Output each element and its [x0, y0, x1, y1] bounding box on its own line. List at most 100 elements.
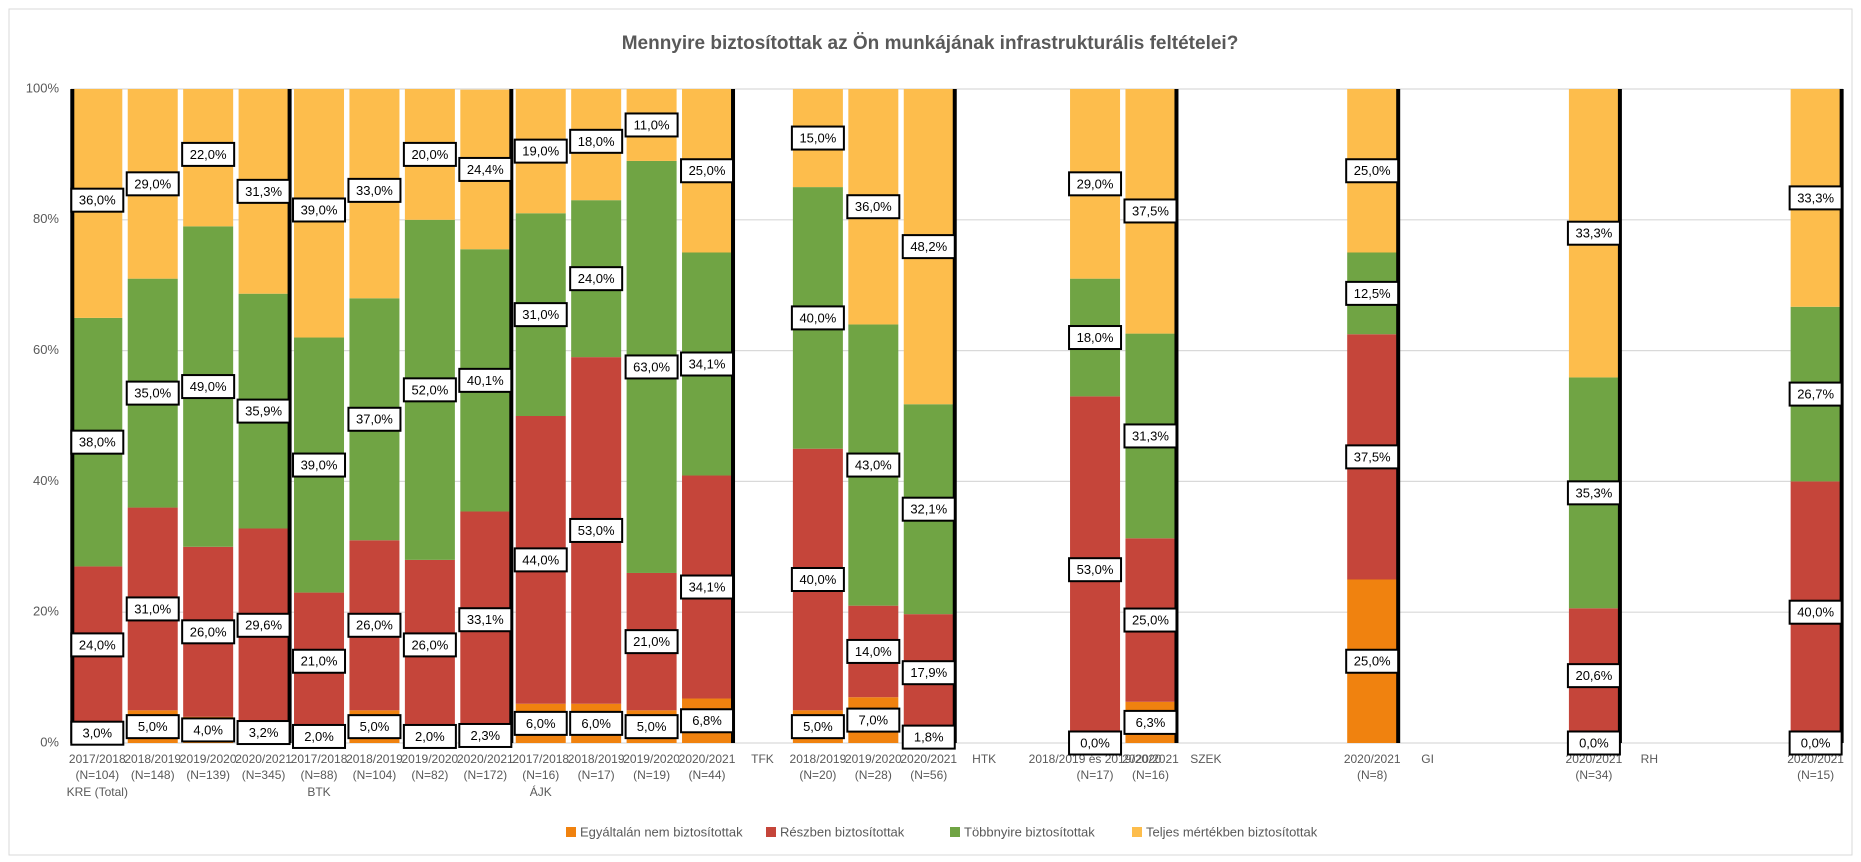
- value-label-box: [624, 629, 679, 655]
- value-label-box: [1123, 709, 1178, 735]
- x-tick-label: (N=16): [1132, 768, 1169, 782]
- value-label: 35,3%: [1575, 485, 1612, 500]
- value-label: 40,0%: [1797, 605, 1834, 620]
- x-tick-label: (N=16): [522, 768, 559, 782]
- y-tick-label: 100%: [26, 80, 60, 95]
- value-label: 34,1%: [689, 356, 726, 371]
- x-tick-label: KRE (Total): [67, 785, 128, 799]
- value-label-box: [125, 171, 180, 197]
- value-label: 40,1%: [467, 373, 504, 388]
- x-tick-label: 2019/2020: [180, 752, 237, 766]
- value-label-box: [236, 178, 291, 204]
- value-label-box: [292, 452, 347, 478]
- value-label-box: [181, 141, 236, 167]
- value-label-box: [790, 567, 845, 592]
- x-tick-label: TFK: [751, 752, 774, 766]
- value-label-box: [1068, 325, 1123, 351]
- value-label-box: [569, 128, 624, 154]
- x-tick-label: 2017/2018: [291, 752, 348, 766]
- value-label-box: [236, 612, 291, 638]
- x-tick-label: GI: [1421, 752, 1434, 766]
- value-label: 6,3%: [1136, 715, 1166, 730]
- value-label: 2,0%: [304, 729, 334, 744]
- value-label: 18,0%: [578, 134, 615, 149]
- x-tick-label: 2018/2019: [568, 752, 625, 766]
- value-label-box: [624, 714, 679, 740]
- value-label-box: [624, 112, 679, 138]
- legend-label: Részben biztosítottak: [780, 824, 905, 839]
- value-label-box: [236, 398, 291, 424]
- value-label: 26,0%: [356, 618, 393, 633]
- value-label-box: [569, 517, 624, 543]
- value-label: 5,0%: [637, 719, 667, 734]
- value-label-box: [70, 720, 125, 746]
- value-label: 53,0%: [1077, 562, 1114, 577]
- value-label: 40,0%: [799, 310, 836, 325]
- x-tick-label: SZEK: [1190, 752, 1221, 766]
- legend-swatch: [766, 827, 776, 837]
- x-tick-label: (N=139): [186, 768, 230, 782]
- x-tick-label: (N=19): [633, 768, 670, 782]
- value-label-box: [846, 452, 901, 478]
- value-label: 18,0%: [1077, 330, 1114, 345]
- x-tick-label: 2018/2019: [790, 752, 847, 766]
- value-label: 36,0%: [79, 193, 116, 208]
- value-label: 25,0%: [689, 163, 726, 178]
- x-tick-label: (N=172): [463, 768, 507, 782]
- value-label: 31,0%: [134, 601, 171, 616]
- value-label-box: [901, 724, 956, 750]
- x-tick-label: 2020/2021: [235, 752, 292, 766]
- value-label-box: [1566, 663, 1621, 689]
- legend-swatch: [566, 827, 576, 837]
- value-label: 26,7%: [1797, 387, 1834, 402]
- value-label-box: [513, 710, 568, 736]
- value-label: 36,0%: [855, 199, 892, 214]
- x-tick-label: 2018/2019 és 2019/2020: [1029, 752, 1162, 766]
- value-label-box: [1345, 280, 1400, 306]
- x-tick-label: 2020/2021: [1566, 752, 1623, 766]
- x-tick-label: (N=56): [910, 768, 947, 782]
- x-tick-label: ÁJK: [530, 784, 552, 799]
- value-label: 35,9%: [245, 404, 282, 419]
- value-label: 6,0%: [581, 716, 611, 731]
- value-label: 33,0%: [356, 183, 393, 198]
- value-label-box: [70, 187, 125, 213]
- x-tick-label: 2018/2019: [346, 752, 403, 766]
- value-label-box: [846, 638, 901, 664]
- value-label: 26,0%: [411, 637, 448, 652]
- value-label-box: [1345, 444, 1400, 470]
- value-label-box: [513, 302, 568, 328]
- value-label-box: [1123, 423, 1178, 449]
- value-label-box: [70, 632, 125, 658]
- x-tick-label: (N=104): [75, 768, 119, 782]
- value-label-box: [1788, 599, 1843, 625]
- value-label: 37,5%: [1354, 449, 1391, 464]
- value-label-box: [181, 717, 236, 743]
- value-label-box: [125, 596, 180, 622]
- value-label-box: [901, 660, 956, 686]
- value-label: 33,1%: [467, 612, 504, 627]
- y-tick-label: 0%: [40, 734, 59, 749]
- value-label: 24,0%: [79, 637, 116, 652]
- x-tick-label: (N=15): [1797, 768, 1834, 782]
- value-label: 15,0%: [799, 130, 836, 145]
- value-label: 21,0%: [633, 634, 670, 649]
- value-label: 52,0%: [411, 382, 448, 397]
- x-tick-label: 2019/2020: [402, 752, 459, 766]
- value-label: 26,0%: [190, 624, 227, 639]
- value-label: 20,6%: [1575, 668, 1612, 683]
- value-label-box: [236, 720, 291, 746]
- value-label-box: [458, 722, 513, 748]
- x-tick-label: (N=82): [411, 768, 448, 782]
- x-tick-label: (N=20): [799, 768, 836, 782]
- value-label: 40,0%: [799, 572, 836, 587]
- value-label: 24,4%: [467, 162, 504, 177]
- value-label-box: [901, 234, 956, 260]
- value-label-box: [1345, 648, 1400, 674]
- value-label: 32,1%: [910, 502, 947, 517]
- x-tick-label: 2020/2021: [900, 752, 957, 766]
- value-label-box: [402, 377, 457, 403]
- value-label-box: [458, 367, 513, 393]
